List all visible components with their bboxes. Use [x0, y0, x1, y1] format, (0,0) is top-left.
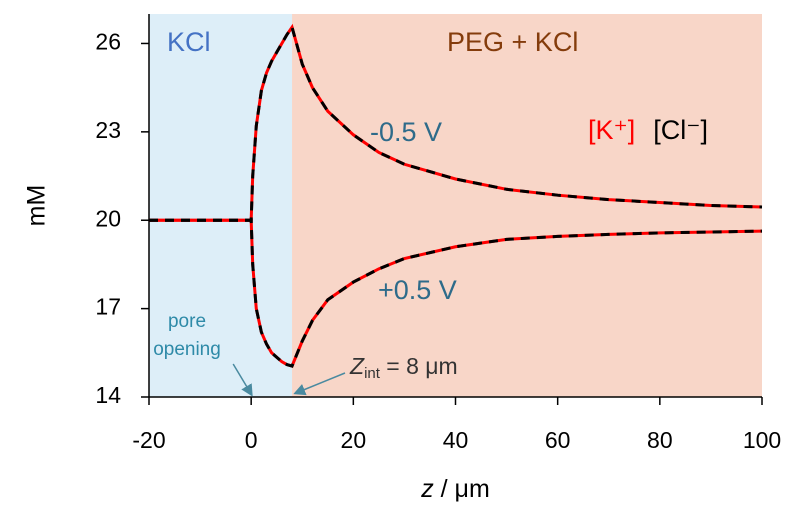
y-tick-label: 23 — [95, 117, 121, 143]
annotation: opening — [153, 339, 221, 360]
curve-label: -0.5 V — [370, 117, 442, 147]
x-tick-label: 0 — [245, 427, 258, 453]
x-tick-label: 20 — [341, 427, 367, 453]
y-tick-label: 26 — [95, 29, 121, 55]
annotation-rest: = 8 μm — [380, 353, 458, 379]
region-label: KCl — [167, 27, 211, 57]
curve-label: +0.5 V — [378, 275, 457, 305]
y-tick-label: 20 — [95, 205, 121, 231]
annotation: Zint = 8 μm — [349, 353, 458, 382]
x-axis-label: z / μm — [420, 475, 490, 503]
y-tick-label: 14 — [95, 382, 121, 408]
y-axis-label: mM — [23, 185, 51, 227]
region — [149, 14, 293, 397]
curve — [149, 218, 763, 368]
x-tick-label: 100 — [743, 427, 781, 453]
curve — [149, 23, 763, 222]
x-tick-label: 80 — [647, 427, 673, 453]
annotation-symbol: Z — [349, 353, 365, 379]
x-tick-label: 40 — [443, 427, 469, 453]
x-tick-label: -20 — [132, 427, 165, 453]
x-axis-label-unit: / μm — [434, 475, 490, 503]
y-tick-label: 17 — [95, 294, 121, 320]
region — [292, 14, 762, 397]
x-tick-label: 60 — [545, 427, 571, 453]
legend-entry: [K⁺] — [588, 115, 635, 145]
annotation-subscript: int — [364, 365, 381, 382]
annotation-arrow — [293, 372, 346, 396]
x-axis-label-var: z — [420, 475, 434, 503]
annotation: pore — [168, 311, 206, 332]
legend-entry: [Cl⁻] — [653, 115, 708, 145]
region-label: PEG + KCl — [447, 27, 578, 57]
annotation-arrow — [232, 363, 253, 397]
